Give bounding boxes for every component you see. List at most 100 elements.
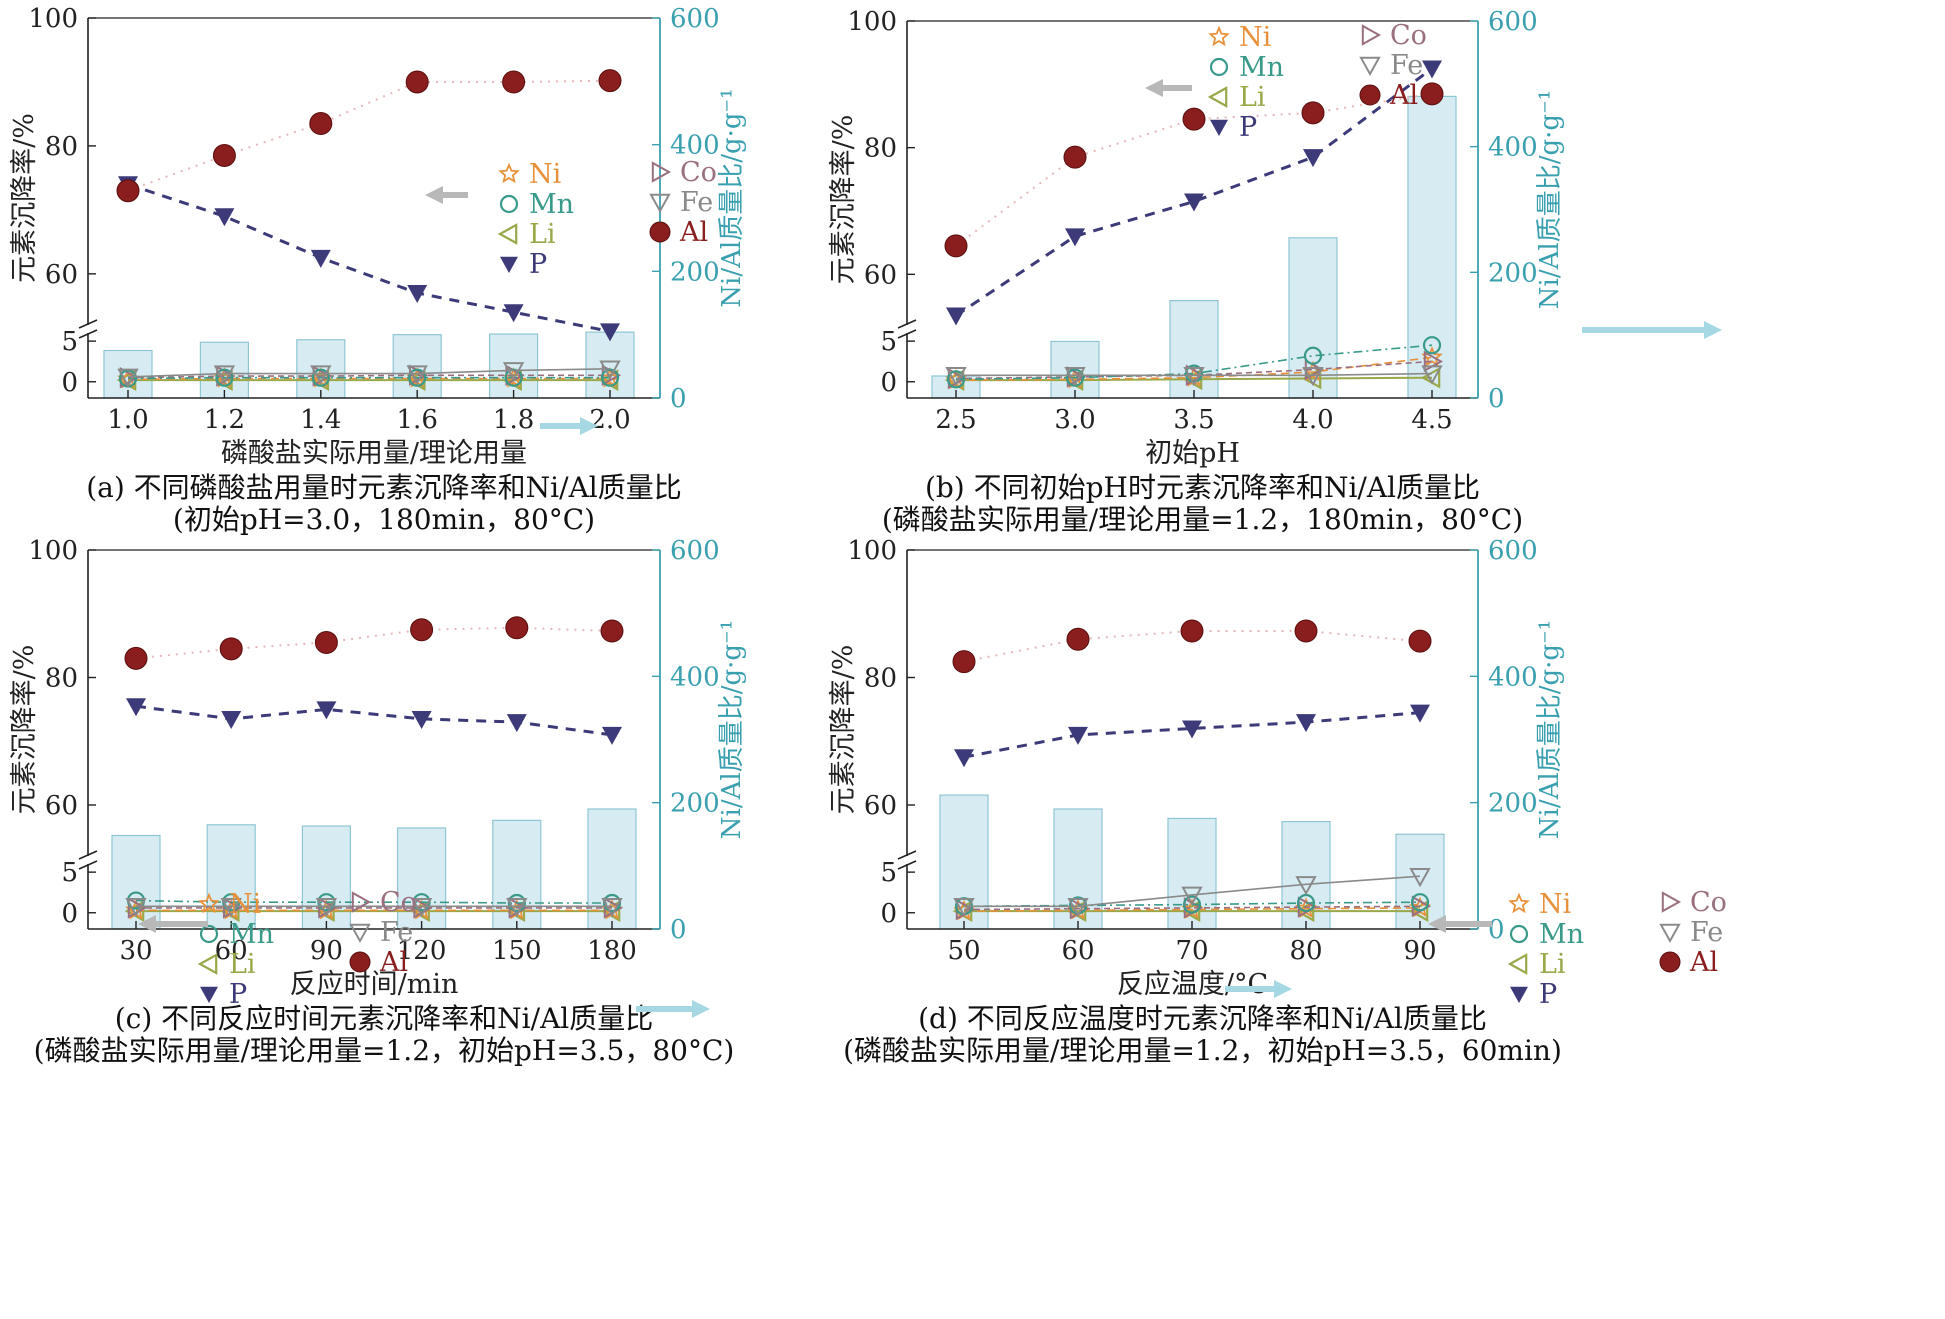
panel-d-ytick-label: 80 [864, 664, 897, 694]
panel-a: 60 80 100 0 5 0 200 400 600 1.0 1.2 1.4 1.6 1.8 2.0 磷酸盐… [9, 4, 747, 536]
panel-b-axis-break-mark [897, 329, 917, 339]
panel-b: 60 80 100 0 5 0 200 400 600 2.5 3.0 3.5 4.0 4.5 初始pH 元素… [828, 7, 1722, 536]
panel-a-left-axis-arrow-head [425, 186, 443, 204]
panel-b-xtick-label: 2.5 [935, 405, 976, 435]
panel-d-fe-marker [1295, 876, 1317, 896]
panel-a-bar-5 [489, 333, 539, 399]
panel-b-legend-label-fe: Fe [1390, 50, 1423, 81]
panel-d-axis-break-mark [897, 850, 917, 860]
panel-a-right-axis-arrow-head [580, 417, 598, 435]
panel-d-caption-conditions: (磷酸盐实际用量/理论用量=1.2，初始pH=3.5，60min) [843, 1034, 1562, 1067]
panel-b-left-axis-arrow-head [1145, 79, 1163, 97]
panel-b-right-tick-label: 400 [1488, 133, 1538, 163]
panel-c-legend-label-mn: Mn [229, 919, 274, 950]
panel-a-right-tick-label: 0 [670, 384, 687, 414]
panel-c-x-axis-title: 反应时间/min [290, 969, 459, 1000]
panel-a-al-line [127, 79, 611, 192]
panel-d-ytick-label: 60 [864, 791, 897, 821]
panel-c-al-marker [505, 616, 529, 640]
panel-a-ytick-label: 60 [45, 260, 78, 290]
panel-a-mn-line [127, 376, 610, 380]
panel-d-al-marker [1294, 619, 1318, 643]
panel-a-y-axis-title: 元素沉降率/% [9, 113, 40, 283]
panel-c-legend-fe-marker [349, 923, 371, 944]
panel-c-mn-marker [602, 893, 622, 913]
panel-d-axis-break-mark [897, 860, 917, 870]
panel-b-legend-mn-marker [1209, 57, 1229, 77]
panel-b-legend-label-al: Al [1389, 80, 1418, 111]
panel-b-right-tick-label: 200 [1488, 258, 1538, 288]
panel-d-right-axis-title: Ni/Al质量比/g·g⁻¹ [1535, 620, 1565, 839]
panel-b-fe-marker [1183, 367, 1205, 387]
panel-a-mn-marker [215, 368, 234, 387]
panel-c-xtick-label: 150 [492, 936, 542, 966]
panel-a-mn-marker [600, 368, 620, 387]
panel-a-co-line [127, 374, 610, 379]
panel-a-ytick-label: 0 [61, 368, 78, 398]
panel-a-xtick-label: 1.8 [493, 405, 534, 435]
panel-d-mn-marker [1410, 893, 1430, 912]
panel-d-legend-li-marker [1507, 953, 1528, 975]
panel-a-p-line [127, 182, 611, 333]
panel-c-fe-marker [506, 898, 528, 918]
panel-d-fe-marker [1409, 867, 1431, 888]
panel-b-al-marker [1063, 145, 1087, 169]
panel-c-legend-mn-marker [199, 924, 219, 944]
panel-b-fe-marker [1421, 365, 1443, 385]
panel-c-xtick-label: 60 [215, 936, 248, 966]
panel-c: 60 80 100 0 5 0 200 400 600 30 60 90 120 150 180 反应时间/m… [9, 536, 747, 1067]
panel-c-legend-li-marker [197, 953, 218, 975]
panel-d-p-marker [1296, 714, 1316, 733]
panel-d-legend-ni-marker [1508, 892, 1530, 914]
panel-c-caption: (c) 不同反应时间元素沉降率和Ni/Al质量比 [115, 1002, 654, 1035]
panel-c-ytick-label: 100 [28, 536, 78, 566]
panel-d-legend-al-marker [1659, 951, 1681, 973]
panel-c-legend-label-li: Li [229, 949, 256, 980]
panel-a-xtick-label: 1.6 [397, 405, 438, 435]
panel-b-legend-li-marker [1207, 86, 1228, 108]
panel-a-xtick-label: 2.0 [589, 405, 630, 435]
panel-a-legend-fe-marker [649, 193, 671, 214]
panel-b-al-marker [1301, 101, 1325, 125]
panel-a-ytick-label: 80 [45, 132, 78, 162]
panel-c-p-marker [316, 701, 337, 720]
panel-d-right-tick-label: 200 [1488, 789, 1538, 819]
panel-b-al-marker [1182, 107, 1206, 131]
panel-a-fe-line [127, 368, 611, 378]
panel-b-ytick-label: 60 [864, 260, 897, 290]
panel-c-legend-p-marker [200, 986, 218, 1003]
panel-b-legend-al-marker [1359, 84, 1381, 106]
panel-b-axis-break-mark [897, 319, 917, 329]
panel-b-al-marker [1420, 82, 1444, 106]
panel-d-legend-label-co: Co [1690, 887, 1727, 918]
panel-b-legend-p-marker [1210, 119, 1228, 136]
panel-d-fe-marker [953, 898, 975, 918]
panel-d-caption: (d) 不同反应温度时元素沉降率和Ni/Al质量比 [918, 1002, 1487, 1035]
panel-d-al-marker [1408, 629, 1432, 653]
panel-c-al-marker [124, 646, 148, 670]
panel-a-axis-break-mark [78, 329, 98, 339]
panel-c-ytick-label: 60 [45, 791, 78, 821]
panel-d-xtick-label: 60 [1061, 936, 1094, 966]
panel-a-fe-marker [310, 365, 332, 385]
panel-d-legend-label-li: Li [1539, 949, 1566, 980]
panel-c-p-marker [602, 726, 622, 745]
panel-b-mn-marker [1422, 336, 1442, 355]
panel-c-axis-break-mark [78, 850, 98, 860]
panel-a-fe-marker [213, 365, 236, 385]
panel-c-xtick-label: 90 [310, 936, 343, 966]
panel-d-fe-marker [1181, 886, 1203, 906]
panel-a-legend-co-marker [651, 161, 672, 183]
panel-b-y-axis-title: 元素沉降率/% [828, 115, 859, 285]
panel-c-axis-break-mark [78, 860, 98, 870]
panel-d-p-marker [1410, 704, 1430, 723]
panel-a-legend-al-marker [649, 221, 671, 243]
panel-a-mn-marker [408, 368, 427, 387]
panel-d-xtick-label: 80 [1289, 936, 1322, 966]
panel-d-xtick-label: 50 [947, 936, 980, 966]
